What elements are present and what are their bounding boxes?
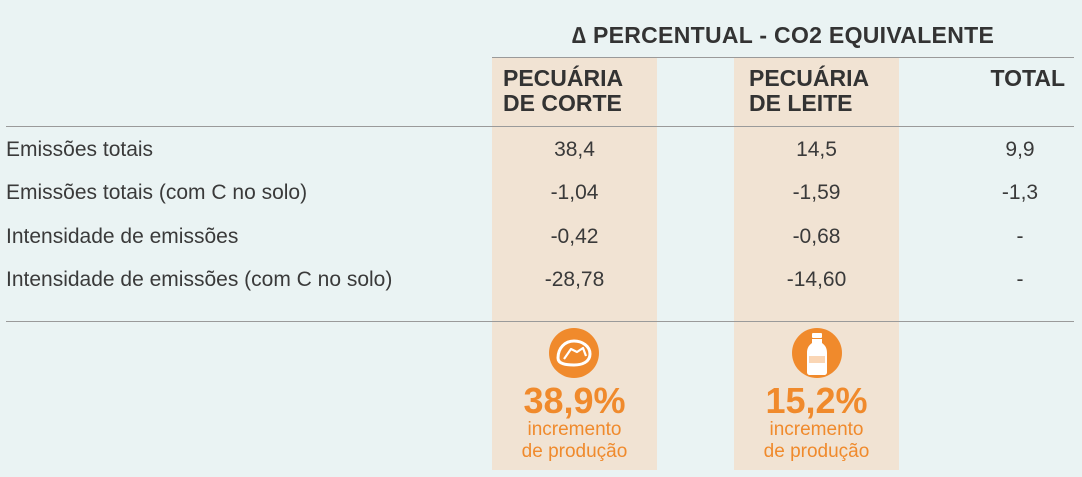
- production-increase-corte: 38,9%: [523, 380, 626, 421]
- production-caption-line1: incremento: [527, 419, 622, 440]
- steak-icon: [549, 328, 599, 378]
- table-super-header: ∆ PERCENTUAL - CO2 EQUIVALENTE: [571, 22, 995, 48]
- table-cell-leite: -1,59: [792, 181, 841, 204]
- table-cell-leite: 14,5: [796, 138, 837, 161]
- super-header-divider: [492, 57, 1074, 58]
- table-cell-total: -: [1016, 268, 1024, 291]
- production-caption-line2: de produção: [521, 441, 628, 462]
- table-cell-total: -: [1016, 225, 1024, 248]
- table-cell-total: 9,9: [1005, 138, 1035, 161]
- column-header-leite-line2: DE LEITE: [749, 90, 853, 116]
- table-cell-corte: -1,04: [550, 181, 599, 204]
- production-caption-line1: incremento: [769, 419, 864, 440]
- milk-bottle-icon: [792, 328, 842, 378]
- column-header-leite-line1: PECUÁRIA: [749, 65, 870, 91]
- table-cell-total: -1,3: [1001, 181, 1039, 204]
- row-label: Intensidade de emissões: [6, 225, 239, 248]
- row-label: Emissões totais: [6, 138, 154, 161]
- table-cell-corte: -0,42: [550, 225, 599, 248]
- table-cell-corte: -28,78: [544, 268, 605, 291]
- column-header-corte-line1: PECUÁRIA: [503, 65, 624, 91]
- column-header-leite: PECUÁRIA DE LEITE: [749, 66, 899, 116]
- table-cell-leite: -14,60: [786, 268, 847, 291]
- table-cell-corte: 38,4: [554, 138, 595, 161]
- column-header-corte: PECUÁRIA DE CORTE: [503, 66, 653, 116]
- row-label: Intensidade de emissões (com C no solo): [6, 268, 393, 291]
- table-cell-leite: -0,68: [792, 225, 841, 248]
- production-caption-leite: incremento de produção: [734, 419, 899, 463]
- row-label: Emissões totais (com C no solo): [6, 181, 308, 204]
- column-header-corte-line2: DE CORTE: [503, 90, 622, 116]
- header-divider: [6, 126, 1074, 127]
- column-header-total: TOTAL: [990, 65, 1065, 91]
- production-caption-corte: incremento de produção: [492, 419, 657, 463]
- production-caption-line2: de produção: [763, 441, 870, 462]
- table-bottom-divider: [6, 321, 1074, 322]
- production-increase-leite: 15,2%: [765, 380, 868, 421]
